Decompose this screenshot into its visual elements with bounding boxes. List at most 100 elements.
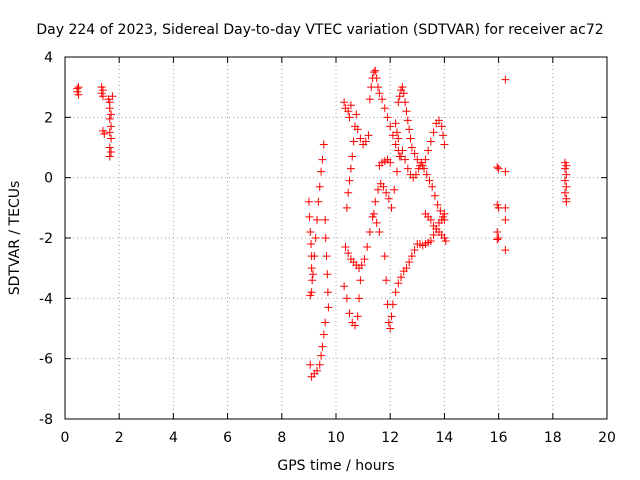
y-axis-label: SDTVAR / TECUs bbox=[7, 181, 23, 296]
x-tick-label: 4 bbox=[169, 430, 178, 446]
data-point bbox=[379, 182, 388, 191]
data-point bbox=[386, 158, 395, 167]
data-point bbox=[407, 143, 416, 152]
data-point bbox=[402, 264, 411, 273]
data-point bbox=[441, 237, 450, 246]
data-point bbox=[321, 318, 330, 327]
data-point bbox=[360, 255, 369, 264]
data-point bbox=[355, 294, 364, 303]
y-axis-ticks: -8 -6 -4 -2 0 2 4 bbox=[39, 50, 607, 428]
y-tick-label: -2 bbox=[39, 231, 53, 247]
data-point bbox=[107, 110, 116, 119]
data-point bbox=[422, 170, 431, 179]
data-point bbox=[306, 227, 315, 236]
y-tick-label: 4 bbox=[44, 50, 53, 66]
data-point bbox=[382, 276, 391, 285]
data-point bbox=[318, 155, 327, 164]
y-tick-label: -8 bbox=[39, 412, 53, 428]
data-point bbox=[364, 131, 373, 140]
data-point bbox=[342, 294, 351, 303]
data-point bbox=[560, 164, 569, 173]
data-point bbox=[315, 360, 324, 369]
data-point bbox=[319, 140, 328, 149]
data-point bbox=[107, 134, 116, 143]
data-point bbox=[344, 107, 353, 116]
data-point bbox=[306, 360, 315, 369]
data-point bbox=[105, 128, 114, 137]
data-point bbox=[562, 197, 571, 206]
data-point bbox=[402, 107, 411, 116]
data-point bbox=[382, 188, 391, 197]
data-point bbox=[374, 83, 383, 92]
data-point bbox=[429, 230, 438, 239]
data-point bbox=[105, 104, 114, 113]
data-point bbox=[356, 134, 365, 143]
data-point bbox=[429, 128, 438, 137]
data-point bbox=[440, 209, 449, 218]
gridlines bbox=[65, 57, 607, 419]
data-point bbox=[501, 203, 510, 212]
data-point bbox=[308, 276, 317, 285]
data-point bbox=[98, 92, 107, 101]
data-point bbox=[308, 270, 317, 279]
data-point bbox=[375, 89, 384, 98]
x-tick-label: 14 bbox=[435, 430, 453, 446]
data-point bbox=[391, 119, 400, 128]
data-point bbox=[372, 74, 381, 83]
data-point bbox=[380, 104, 389, 113]
data-point bbox=[494, 234, 503, 242]
x-tick-label: 8 bbox=[277, 430, 286, 446]
data-point bbox=[344, 249, 353, 258]
data-point bbox=[100, 129, 109, 138]
data-point bbox=[357, 261, 366, 270]
data-point bbox=[384, 194, 393, 203]
data-point bbox=[394, 134, 403, 143]
data-point bbox=[426, 237, 435, 246]
data-point bbox=[398, 146, 407, 155]
data-point bbox=[345, 176, 354, 185]
chart-title: Day 224 of 2023, Sidereal Day-to-day VTE… bbox=[36, 22, 603, 38]
data-point bbox=[313, 215, 322, 224]
data-point bbox=[388, 300, 397, 309]
x-tick-label: 10 bbox=[327, 430, 345, 446]
data-point bbox=[386, 122, 395, 131]
data-point bbox=[436, 206, 445, 215]
x-tick-label: 12 bbox=[381, 430, 399, 446]
data-point bbox=[411, 170, 420, 179]
data-point bbox=[395, 152, 404, 161]
data-point bbox=[307, 372, 316, 381]
data-point bbox=[386, 324, 395, 333]
data-point bbox=[392, 128, 401, 137]
data-point bbox=[399, 89, 408, 98]
data-point bbox=[494, 203, 503, 212]
data-point bbox=[361, 137, 370, 146]
data-point bbox=[380, 252, 389, 261]
y-tick-label: -4 bbox=[39, 291, 53, 307]
data-point bbox=[434, 116, 443, 125]
x-tick-label: 6 bbox=[223, 430, 232, 446]
data-point bbox=[323, 270, 332, 279]
data-point bbox=[378, 95, 387, 104]
data-point bbox=[350, 321, 359, 330]
data-point bbox=[425, 176, 434, 185]
data-point bbox=[340, 98, 349, 107]
data-point bbox=[371, 66, 380, 75]
data-point bbox=[353, 312, 362, 321]
data-point bbox=[369, 209, 378, 218]
data-point bbox=[369, 68, 378, 77]
data-point bbox=[304, 197, 313, 206]
data-point bbox=[356, 276, 365, 285]
data-point bbox=[501, 167, 510, 176]
data-point bbox=[401, 155, 410, 164]
data-point bbox=[307, 264, 316, 273]
data-point bbox=[501, 246, 510, 255]
data-point bbox=[321, 215, 330, 224]
data-point bbox=[353, 125, 362, 134]
data-point bbox=[352, 110, 361, 119]
data-point bbox=[105, 152, 114, 161]
data-point bbox=[413, 155, 422, 164]
data-point bbox=[346, 101, 355, 110]
data-point bbox=[560, 176, 569, 185]
data-point bbox=[74, 90, 83, 99]
